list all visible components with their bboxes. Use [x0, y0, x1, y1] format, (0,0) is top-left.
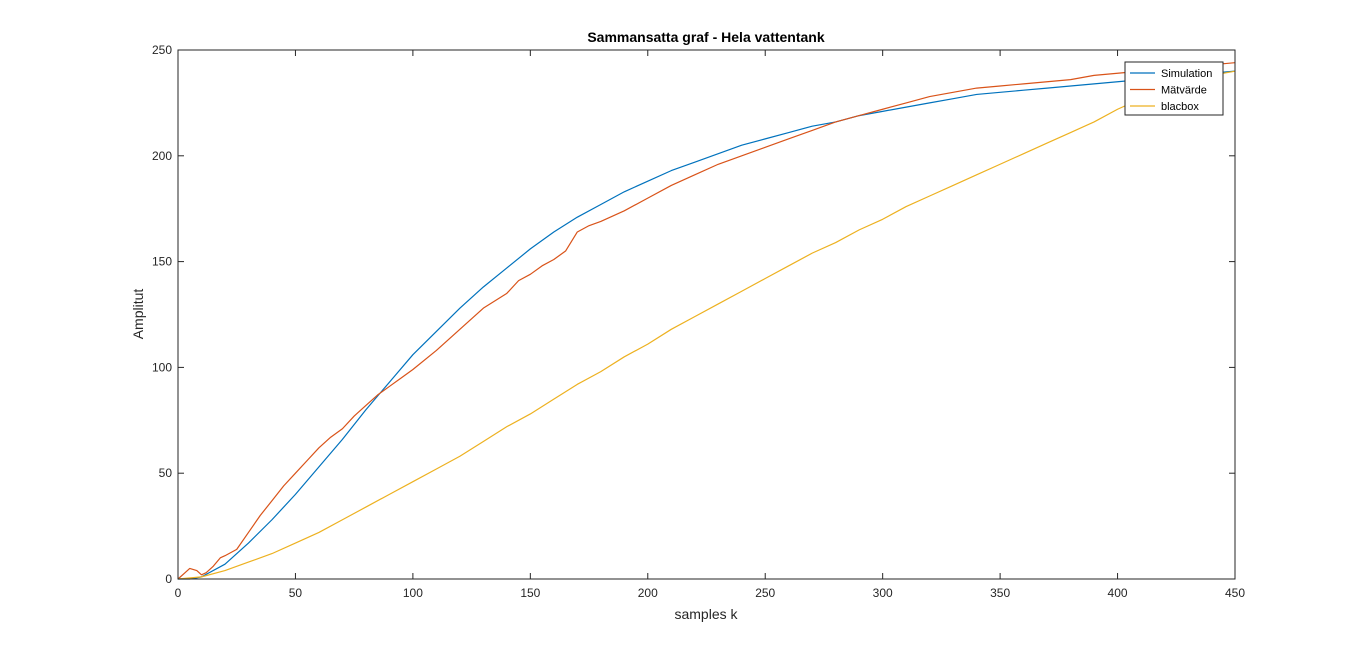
series-line-0	[178, 70, 1236, 580]
y-tick-label: 0	[165, 572, 172, 586]
series-line-2	[177, 70, 1236, 580]
y-axis-label: Amplitut	[130, 289, 146, 340]
chart-title: Sammansatta graf - Hela vattentank	[587, 29, 825, 45]
axes-layer: 0 50 100 150 200 250 300 350 400 450 0 50 100 150 200 2…	[152, 43, 1245, 600]
series-layer	[177, 62, 1236, 580]
legend-label-1: Mätvärde	[1161, 85, 1207, 97]
x-tick-label: 300	[873, 586, 893, 600]
legend[interactable]: Simulation Mätvärde blacbox	[1124, 61, 1224, 116]
x-axis-label: samples k	[674, 606, 738, 622]
x-tick-label: 50	[289, 586, 303, 600]
y-tick-label: 50	[159, 466, 173, 480]
y-tick-label: 150	[152, 255, 172, 269]
y-tick-label: 250	[152, 43, 172, 57]
x-tick-label: 100	[403, 586, 423, 600]
y-tick-label: 200	[152, 149, 172, 163]
x-tick-label: 150	[520, 586, 540, 600]
legend-label-0: Simulation	[1161, 68, 1212, 80]
series-line-1	[177, 62, 1236, 580]
x-tick-label: 0	[175, 586, 182, 600]
legend-label-2: blacbox	[1161, 101, 1199, 113]
y-tick-label: 100	[152, 360, 172, 374]
x-tick-label: 450	[1225, 586, 1245, 600]
axes-box	[177, 49, 1236, 580]
x-tick-label: 200	[638, 586, 658, 600]
x-tick-label: 400	[1108, 586, 1128, 600]
x-tick-label: 350	[990, 586, 1010, 600]
x-tick-label: 250	[755, 586, 775, 600]
